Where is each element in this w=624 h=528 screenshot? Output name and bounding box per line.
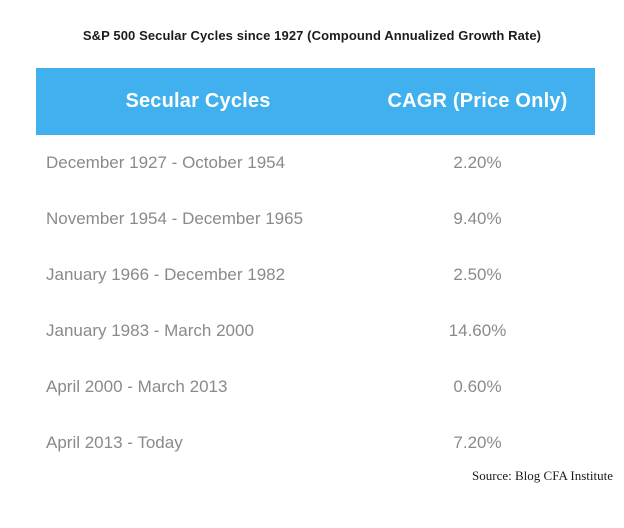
- cagr-cell: 2.20%: [453, 153, 502, 172]
- period-cell: April 2013 - Today: [46, 433, 183, 452]
- secular-cycles-table: Secular Cycles CAGR (Price Only) Decembe…: [36, 68, 595, 471]
- page-title: S&P 500 Secular Cycles since 1927 (Compo…: [82, 28, 542, 43]
- table-row: January 1983 - March 2000 14.60%: [36, 303, 595, 359]
- cagr-cell: 9.40%: [453, 209, 502, 228]
- cagr-cell: 0.60%: [453, 377, 502, 396]
- cagr-cell: 7.20%: [453, 433, 502, 452]
- period-cell: January 1983 - March 2000: [46, 321, 254, 340]
- period-cell: April 2000 - March 2013: [46, 377, 228, 396]
- cagr-cell: 14.60%: [448, 321, 507, 340]
- period-cell: November 1954 - December 1965: [46, 209, 304, 228]
- table-row: April 2013 - Today 7.20%: [36, 415, 595, 471]
- period-cell: December 1927 - October 1954: [46, 153, 286, 172]
- table-row: November 1954 - December 1965 9.40%: [36, 191, 595, 247]
- source-note: Source: Blog CFA Institute: [472, 468, 613, 483]
- table-row: April 2000 - March 2013 0.60%: [36, 359, 595, 415]
- table-row: January 1966 - December 1982 2.50%: [36, 247, 595, 303]
- cagr-cell: 2.50%: [453, 265, 502, 284]
- table-row: December 1927 - October 1954 2.20%: [36, 135, 595, 191]
- table-header-row: Secular Cycles CAGR (Price Only): [36, 68, 595, 135]
- period-cell: January 1966 - December 1982: [46, 265, 286, 284]
- header-cell-cagr: CAGR (Price Only): [387, 90, 568, 112]
- header-cell-secular-cycles: Secular Cycles: [125, 90, 271, 112]
